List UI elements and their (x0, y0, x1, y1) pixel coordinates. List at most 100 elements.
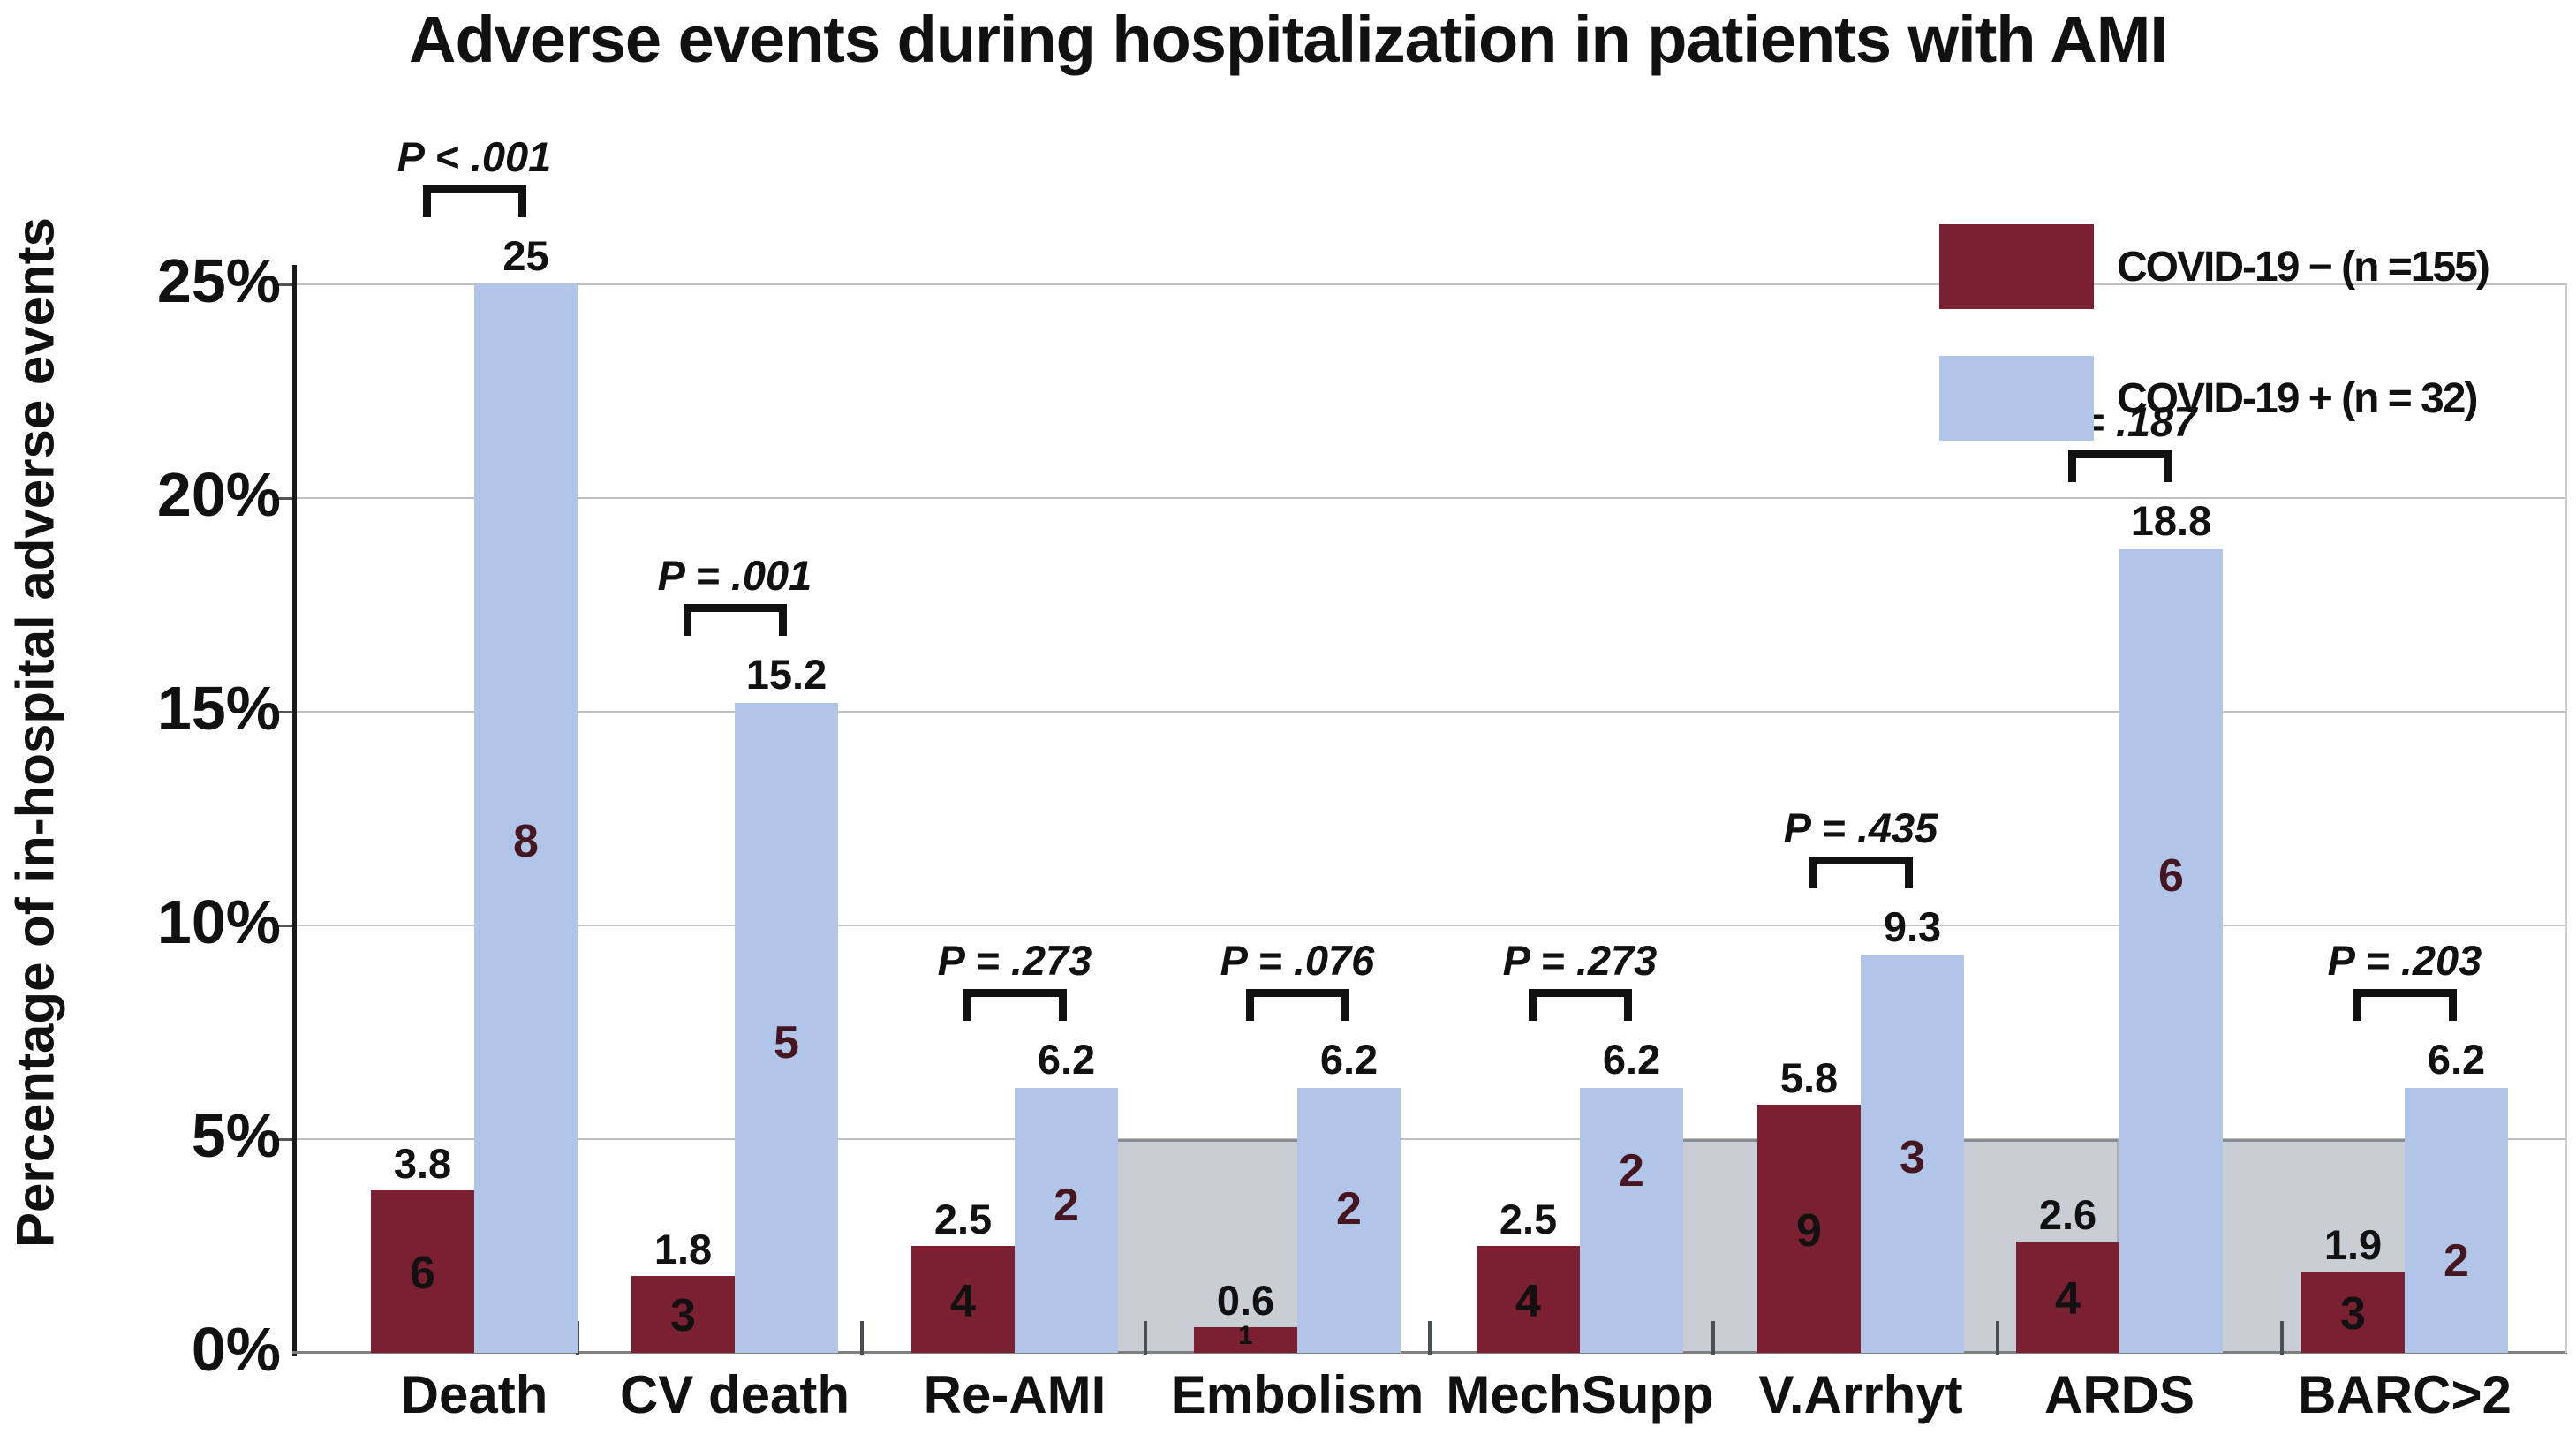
y-axis-tick-25pct (276, 283, 294, 286)
count-label-covid-positive-mechsupp: 2 (1619, 1144, 1644, 1197)
count-label-covid-positive-v-arrhyt: 3 (1900, 1132, 1925, 1184)
legend-swatch-covid-negative (1939, 224, 2094, 309)
bar-covid-negative-re-ami (911, 1246, 1015, 1353)
value-label-covid-positive-barc-2: 6.2 (2427, 1035, 2486, 1083)
p-value-mechsupp: P = .273 (1502, 936, 1658, 984)
x-axis-group-tick-6 (2280, 1321, 2284, 1355)
x-axis-group-tick-3 (1428, 1321, 1432, 1355)
gridline-25pct (297, 283, 2567, 285)
legend-swatch-covid-positive (1939, 356, 2094, 441)
count-label-covid-negative-barc-2: 3 (2340, 1288, 2366, 1340)
y-axis-tick-15pct (276, 711, 294, 713)
chart-title: Adverse events during hospitalization in… (409, 3, 2168, 76)
y-tick-label-5pct: 5% (191, 1101, 281, 1170)
value-label-covid-positive-death: 25 (502, 232, 549, 279)
value-label-covid-negative-barc-2: 1.9 (2323, 1221, 2383, 1269)
legend-label-covid-negative: COVID-19 − (n =155) (2117, 243, 2490, 291)
bar-covid-negative-death (371, 1190, 474, 1353)
y-tick-label-20pct: 20% (156, 460, 281, 529)
x-axis-group-tick-2 (1144, 1321, 1147, 1355)
legend-label-covid-positive: COVID-19 + (n = 32) (2117, 374, 2478, 422)
p-bracket-ards (2067, 450, 2172, 483)
p-bracket-embolism (1245, 988, 1349, 1021)
y-axis-tick-10pct (276, 925, 294, 927)
y-tick-label-10pct: 10% (156, 887, 281, 956)
count-label-covid-negative-embolism: 1 (1238, 1321, 1253, 1350)
bar-covid-negative-v-arrhyt (1757, 1105, 1861, 1353)
bar-covid-positive-ards (2119, 549, 2223, 1353)
p-bracket-v-arrhyt (1809, 856, 1913, 888)
count-label-covid-negative-ards: 4 (2055, 1273, 2081, 1325)
y-tick-label-15pct: 15% (156, 674, 281, 743)
x-tick-label-re-ami: Re-AMI (923, 1365, 1107, 1424)
value-label-covid-positive-re-ami: 6.2 (1037, 1035, 1096, 1083)
bar-covid-positive-barc-2 (2405, 1087, 2508, 1353)
count-label-covid-positive-re-ami: 2 (1054, 1179, 1079, 1231)
count-label-covid-positive-death: 8 (513, 816, 539, 868)
value-label-covid-positive-cv-death: 15.2 (745, 651, 827, 698)
x-tick-label-mechsupp: MechSupp (1446, 1365, 1714, 1424)
value-label-covid-positive-ards: 18.8 (2130, 497, 2212, 545)
p-bracket-cv-death (683, 604, 787, 637)
count-label-covid-negative-death: 6 (410, 1248, 435, 1300)
x-axis-group-tick-1 (860, 1321, 864, 1355)
x-tick-label-v-arrhyt: V.Arrhyt (1758, 1365, 1963, 1424)
count-label-covid-negative-re-ami: 4 (950, 1275, 976, 1327)
count-label-covid-positive-cv-death: 5 (774, 1016, 799, 1068)
y-axis-tick-5pct (276, 1138, 294, 1141)
x-axis-group-tick-4 (1711, 1321, 1715, 1355)
value-label-covid-positive-embolism: 6.2 (1319, 1035, 1379, 1083)
p-bracket-death (422, 185, 526, 217)
value-label-covid-negative-embolism: 0.6 (1216, 1276, 1275, 1324)
p-value-death: P < .001 (397, 133, 552, 180)
bar-covid-positive-v-arrhyt (1861, 955, 1964, 1353)
count-label-covid-negative-mechsupp: 4 (1515, 1275, 1541, 1327)
p-value-barc-2: P = .203 (2327, 936, 2482, 984)
x-tick-label-ards: ARDS (2043, 1365, 2195, 1424)
value-label-covid-negative-re-ami: 2.5 (933, 1196, 993, 1242)
y-tick-label-0pct: 0% (191, 1315, 281, 1384)
bar-covid-positive-mechsupp (1580, 1087, 1683, 1353)
y-tick-label-25pct: 25% (156, 246, 281, 315)
value-label-covid-negative-mechsupp: 2.5 (1499, 1196, 1558, 1242)
p-value-cv-death: P = .001 (657, 552, 812, 600)
x-tick-label-barc-2: BARC>2 (2298, 1365, 2512, 1424)
p-bracket-mechsupp (1528, 988, 1632, 1021)
bar-covid-positive-re-ami (1015, 1087, 1118, 1353)
bar-covid-negative-embolism (1194, 1326, 1297, 1353)
p-bracket-re-ami (963, 988, 1067, 1021)
value-label-covid-positive-mechsupp: 6.2 (1602, 1035, 1661, 1083)
value-label-covid-negative-ards: 2.6 (2038, 1191, 2097, 1239)
legend-item-covid-positive: COVID-19 + (n = 32) (1939, 356, 2478, 441)
bar-covid-positive-death (474, 284, 578, 1353)
p-value-v-arrhyt: P = .435 (1783, 804, 1938, 851)
gridline-15pct (297, 711, 2567, 713)
value-label-covid-negative-cv-death: 1.8 (653, 1225, 713, 1272)
x-axis-group-tick-0 (576, 1321, 579, 1355)
count-label-covid-negative-v-arrhyt: 9 (1796, 1204, 1822, 1257)
plot-right-border (2565, 284, 2567, 1353)
legend-item-covid-negative: COVID-19 − (n =155) (1939, 224, 2490, 309)
p-bracket-barc-2 (2353, 988, 2457, 1021)
gridline-5pct (297, 1138, 2567, 1140)
bar-covid-negative-cv-death (631, 1275, 735, 1353)
x-tick-label-death: Death (400, 1365, 548, 1424)
y-axis-tick-20pct (276, 497, 294, 500)
x-axis-group-tick-5 (1996, 1321, 1999, 1355)
count-label-covid-negative-cv-death: 3 (670, 1290, 696, 1342)
count-label-covid-positive-barc-2: 2 (2444, 1234, 2469, 1287)
y-axis-line (292, 265, 297, 1356)
x-tick-label-cv-death: CV death (619, 1365, 850, 1424)
bar-covid-positive-embolism (1297, 1087, 1401, 1353)
gridline-10pct (297, 925, 2567, 926)
bar-covid-positive-cv-death (735, 703, 838, 1353)
bar-covid-negative-mechsupp (1477, 1246, 1580, 1353)
bar-covid-negative-barc-2 (2301, 1272, 2405, 1353)
value-label-covid-negative-v-arrhyt: 5.8 (1779, 1054, 1839, 1102)
y-axis-title: Percentage of in-hospital adverse events (5, 216, 65, 1249)
p-value-re-ami: P = .273 (937, 936, 1092, 984)
value-label-covid-negative-death: 3.8 (393, 1140, 452, 1188)
p-value-embolism: P = .076 (1220, 936, 1375, 984)
count-label-covid-positive-ards: 6 (2158, 849, 2184, 902)
